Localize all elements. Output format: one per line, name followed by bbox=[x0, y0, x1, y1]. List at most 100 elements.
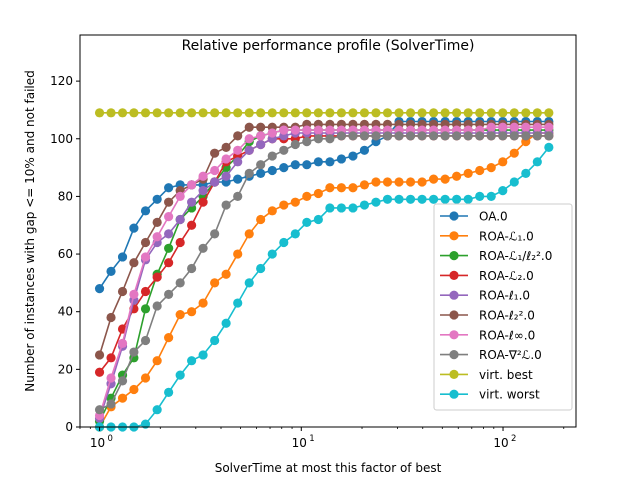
data-point bbox=[164, 333, 174, 343]
data-point bbox=[532, 122, 542, 132]
data-point bbox=[164, 197, 174, 207]
data-point bbox=[417, 108, 427, 118]
data-point bbox=[106, 108, 116, 118]
legend-label: ROA-ℓ₁.0 bbox=[479, 289, 530, 303]
data-point bbox=[198, 108, 208, 118]
data-point bbox=[175, 278, 185, 288]
data-point bbox=[509, 177, 519, 187]
data-point bbox=[486, 131, 496, 141]
data-point bbox=[140, 237, 151, 248]
series-line bbox=[98, 126, 549, 416]
data-point bbox=[198, 350, 208, 360]
data-point bbox=[486, 122, 496, 132]
legend-entry: OA.0 bbox=[440, 210, 508, 224]
data-point bbox=[210, 148, 220, 158]
data-point bbox=[498, 131, 508, 141]
data-point bbox=[256, 263, 266, 274]
data-point bbox=[336, 203, 347, 213]
data-point bbox=[106, 353, 116, 363]
data-point bbox=[129, 289, 139, 300]
y-tick-label: 100 bbox=[50, 132, 73, 146]
data-point bbox=[164, 108, 174, 118]
series-line bbox=[98, 132, 549, 419]
x-axis-label: SolverTime at most this factor of best bbox=[215, 461, 442, 475]
data-point bbox=[94, 367, 105, 377]
legend-marker bbox=[449, 251, 459, 261]
data-point bbox=[336, 108, 347, 118]
data-point bbox=[486, 162, 496, 173]
data-point bbox=[221, 171, 231, 181]
series-line bbox=[99, 146, 550, 428]
data-point bbox=[405, 131, 416, 141]
data-point bbox=[498, 186, 508, 196]
data-point bbox=[509, 122, 519, 132]
data-point bbox=[210, 108, 220, 118]
data-point bbox=[440, 108, 450, 118]
data-point bbox=[348, 183, 358, 193]
data-point bbox=[279, 162, 289, 173]
data-point bbox=[463, 131, 473, 141]
data-point bbox=[267, 128, 277, 138]
data-point bbox=[152, 301, 162, 311]
data-point bbox=[140, 252, 151, 262]
series-line bbox=[98, 123, 549, 356]
data-point bbox=[210, 335, 220, 346]
data-point bbox=[382, 194, 393, 204]
data-point bbox=[359, 145, 370, 155]
x-tick-exponent: 1 bbox=[309, 434, 314, 444]
data-point bbox=[290, 229, 300, 239]
series-roa-0 bbox=[94, 131, 554, 415]
x-tick-label: 10 bbox=[493, 436, 508, 450]
data-point bbox=[233, 191, 243, 202]
data-point bbox=[94, 284, 105, 294]
x-tick-exponent: 2 bbox=[511, 434, 516, 444]
data-point bbox=[371, 108, 381, 118]
data-point bbox=[302, 191, 312, 202]
data-point bbox=[348, 151, 358, 161]
data-point bbox=[198, 186, 208, 196]
data-point bbox=[233, 157, 243, 167]
data-point bbox=[175, 214, 185, 225]
data-point bbox=[452, 194, 462, 204]
data-point bbox=[152, 356, 162, 366]
legend-marker bbox=[449, 310, 459, 320]
data-point bbox=[371, 177, 381, 187]
data-point bbox=[152, 194, 162, 204]
data-point bbox=[394, 177, 404, 187]
data-point bbox=[313, 125, 323, 135]
data-point bbox=[140, 206, 151, 216]
data-point bbox=[267, 206, 277, 216]
data-point bbox=[313, 188, 323, 199]
legend-label: ROA-ℒ₁.0 bbox=[479, 229, 534, 243]
data-point bbox=[428, 194, 439, 204]
data-point bbox=[325, 157, 335, 167]
data-point bbox=[256, 131, 266, 141]
data-point bbox=[509, 148, 519, 158]
data-point bbox=[382, 108, 393, 118]
data-point bbox=[452, 171, 462, 181]
data-point bbox=[440, 174, 450, 184]
data-point bbox=[394, 194, 404, 204]
data-point bbox=[428, 131, 439, 141]
data-point bbox=[544, 108, 554, 118]
data-point bbox=[336, 154, 347, 164]
plot-frame bbox=[79, 34, 577, 428]
data-point bbox=[164, 183, 174, 193]
data-point bbox=[302, 160, 312, 170]
data-point bbox=[325, 203, 335, 213]
data-point bbox=[256, 168, 266, 178]
data-point bbox=[475, 131, 485, 141]
data-point bbox=[244, 145, 254, 155]
data-point bbox=[544, 142, 554, 153]
data-point bbox=[279, 125, 289, 135]
x-tick-label: 10 bbox=[292, 436, 307, 450]
data-point bbox=[117, 286, 128, 297]
data-point bbox=[417, 131, 427, 141]
data-point bbox=[290, 197, 300, 207]
data-point bbox=[498, 122, 508, 132]
data-point bbox=[405, 108, 416, 118]
data-point bbox=[394, 108, 404, 118]
data-point bbox=[532, 157, 542, 167]
plot-series bbox=[94, 108, 554, 432]
legend: OA.0 ROA-ℒ₁.0 ROA-ℒ₁/ℓ₂².0 ROA-ℒ₂.0 ROA-ℓ₁.0… bbox=[433, 203, 573, 411]
